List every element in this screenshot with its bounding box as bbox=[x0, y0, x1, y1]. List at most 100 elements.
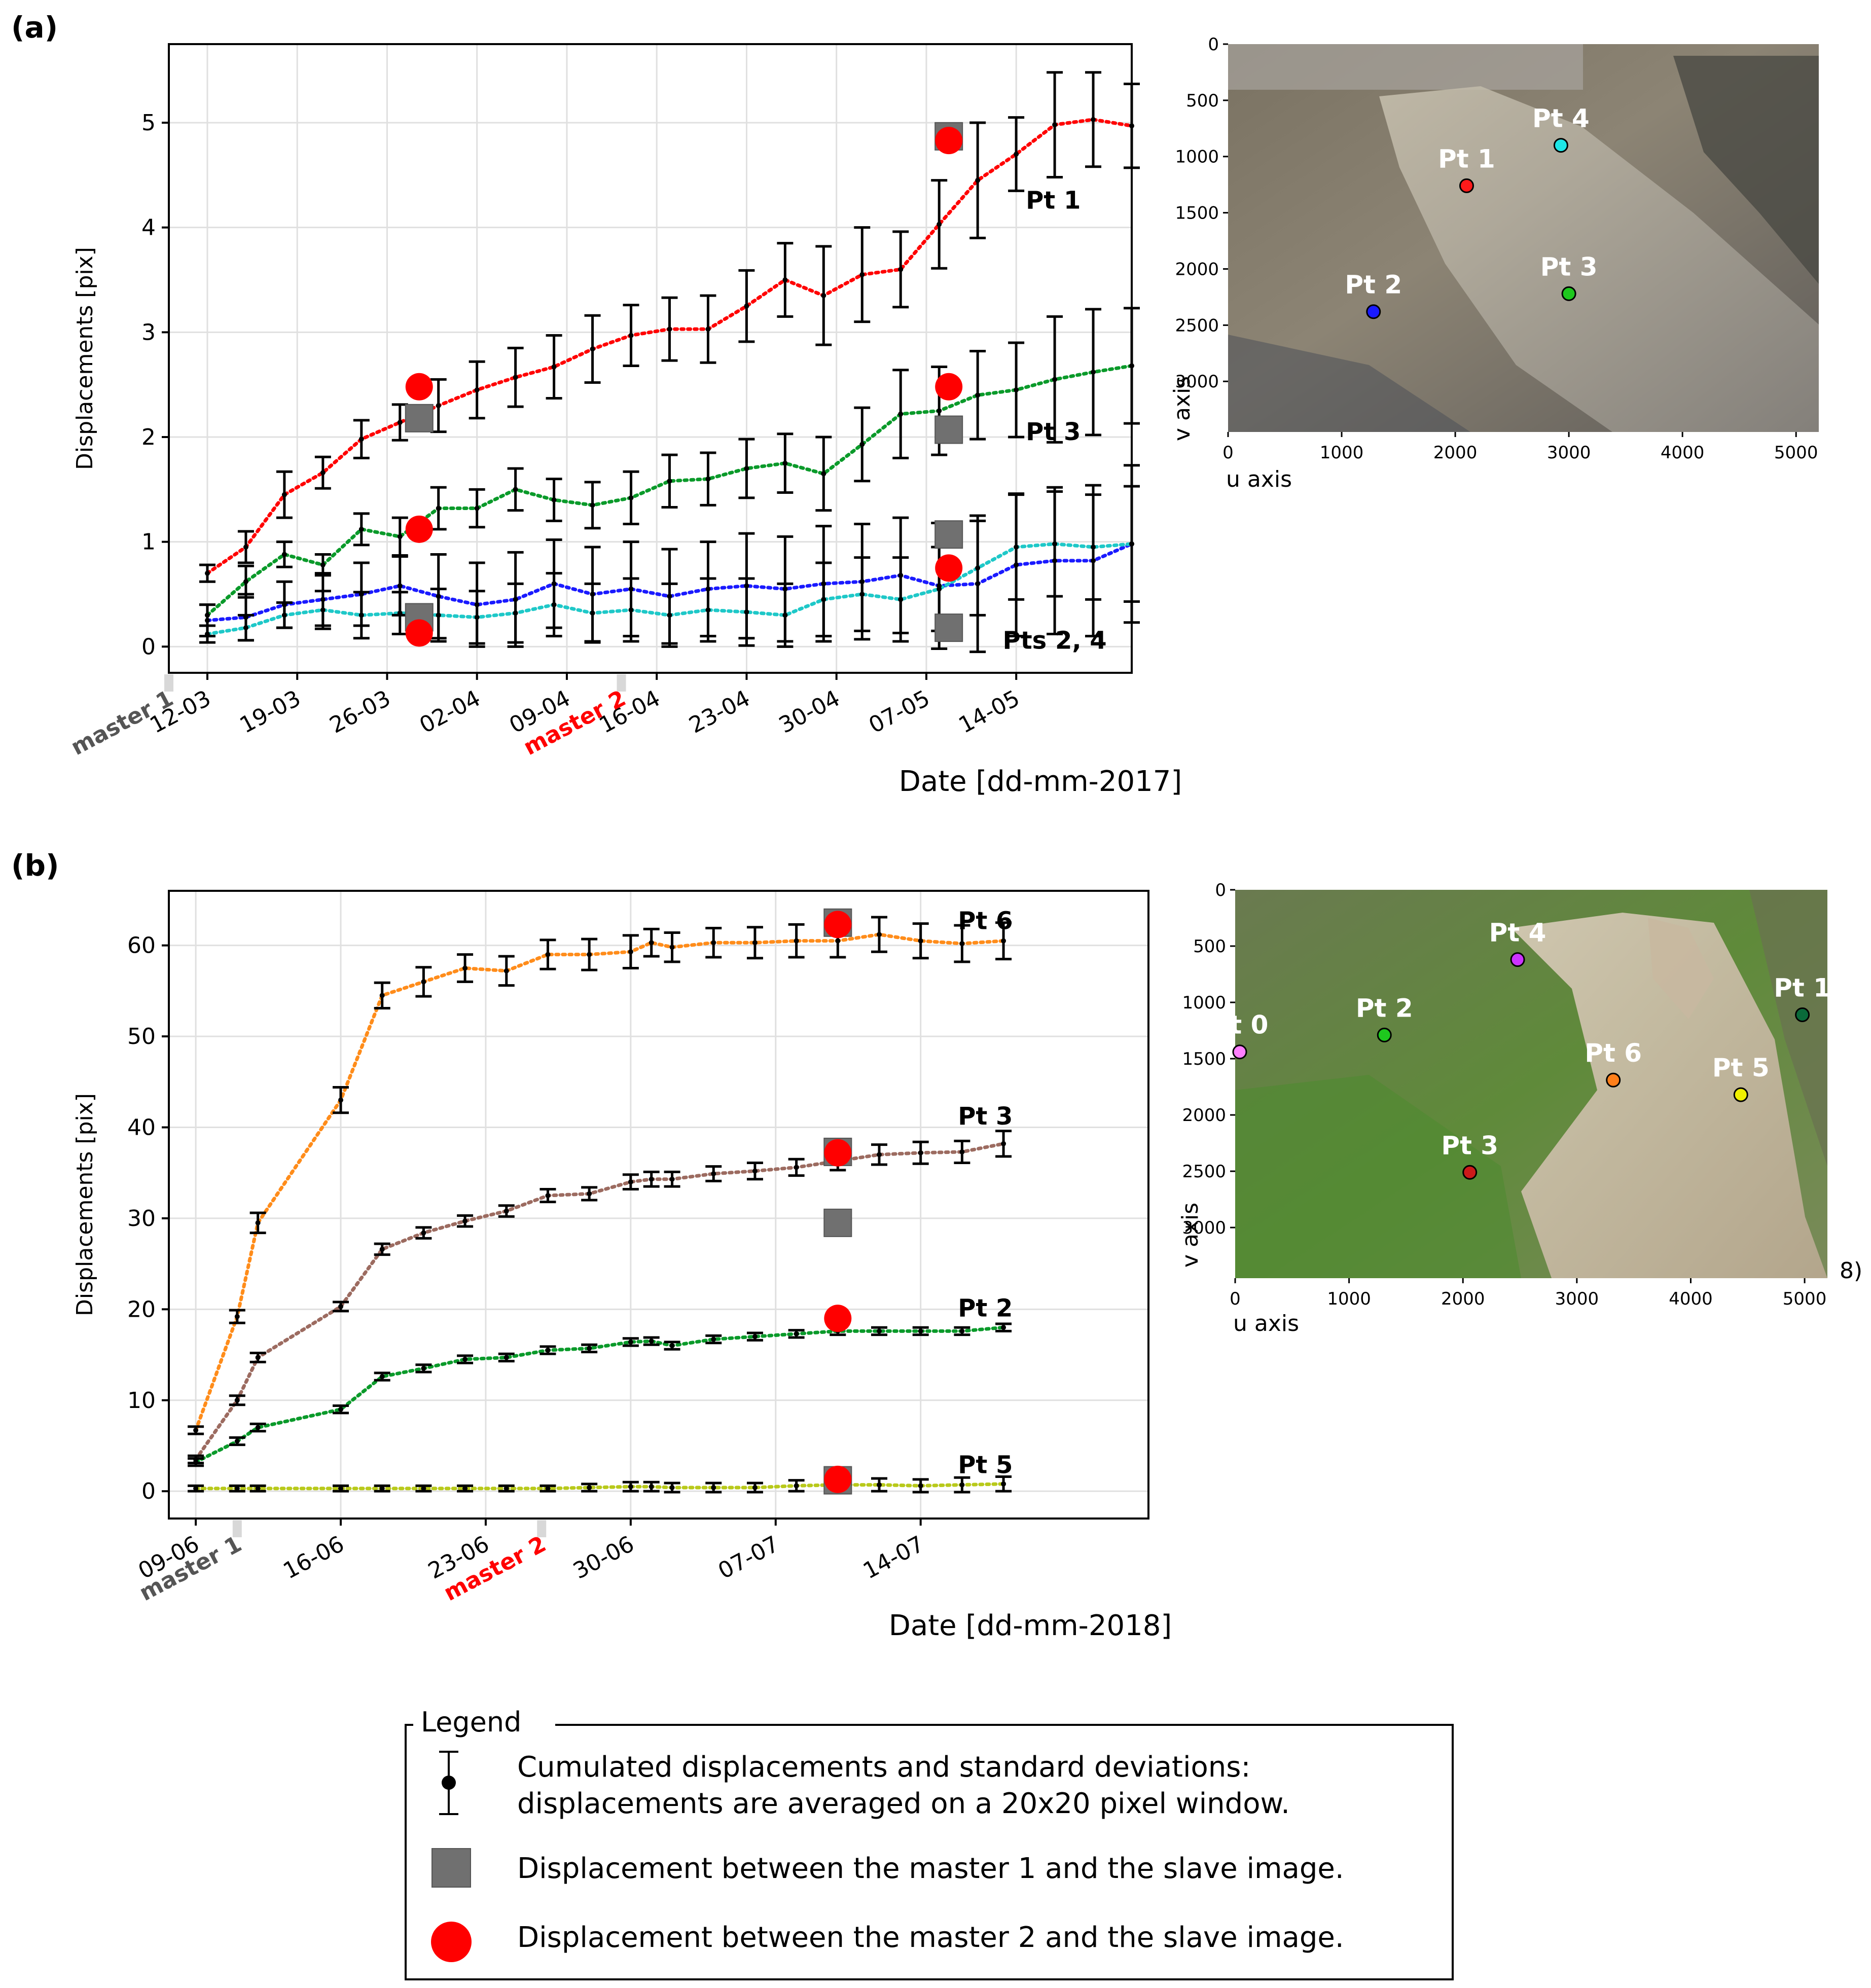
data-point bbox=[918, 1328, 923, 1334]
photo-y-tick-label: 0 bbox=[1215, 880, 1226, 900]
error-bar bbox=[539, 1484, 556, 1493]
data-point bbox=[503, 1208, 509, 1214]
series-label: Pt 2 bbox=[958, 1294, 1013, 1323]
data-point bbox=[649, 940, 654, 946]
photo-x-tick-label: 2000 bbox=[1433, 443, 1478, 463]
data-point bbox=[320, 470, 326, 476]
data-point bbox=[669, 1485, 675, 1490]
error-bar bbox=[995, 921, 1012, 961]
error-bar bbox=[969, 519, 986, 617]
data-point bbox=[877, 1328, 882, 1334]
data-point bbox=[1052, 541, 1058, 547]
data-point bbox=[918, 1483, 923, 1489]
data-point bbox=[503, 968, 509, 973]
error-bar bbox=[507, 467, 524, 512]
error-bar bbox=[457, 953, 474, 983]
data-point bbox=[877, 1152, 882, 1158]
photo-y-tick-label: 2500 bbox=[1175, 315, 1219, 336]
data-point bbox=[918, 938, 923, 944]
photo-a-xlabel: u axis bbox=[1226, 466, 1292, 492]
photo-point-marker bbox=[1462, 1165, 1478, 1180]
series-line-pt-3 bbox=[194, 1142, 1005, 1461]
data-point bbox=[835, 938, 841, 944]
data-point bbox=[320, 607, 326, 612]
error-bar bbox=[1047, 71, 1063, 178]
master2-circle-marker bbox=[405, 515, 433, 543]
photo-point-marker bbox=[1606, 1072, 1621, 1088]
data-point bbox=[503, 1486, 509, 1491]
error-bar bbox=[705, 1334, 722, 1345]
error-bar bbox=[1008, 116, 1025, 192]
photo-b-vegetation-patch bbox=[1235, 1075, 1521, 1278]
photo-b-xlabel: u axis bbox=[1233, 1311, 1299, 1336]
error-bar bbox=[584, 481, 601, 530]
legend-item-errorbar: Cumulated displacements and standard dev… bbox=[439, 1751, 1290, 1820]
photo-point-marker bbox=[1377, 1027, 1392, 1042]
error-bar bbox=[815, 436, 832, 512]
data-point bbox=[204, 570, 210, 576]
data-point bbox=[744, 609, 749, 615]
data-point bbox=[234, 1314, 240, 1319]
y-tick-label: 3 bbox=[141, 319, 156, 345]
error-bar bbox=[664, 931, 680, 963]
error-bar bbox=[954, 924, 970, 963]
error-bar bbox=[854, 406, 871, 483]
data-point bbox=[1014, 545, 1019, 550]
data-point bbox=[397, 420, 403, 425]
legend-errorbar-dot bbox=[442, 1776, 456, 1790]
error-bar bbox=[746, 1481, 763, 1494]
photo-x-tick-label: 0 bbox=[1230, 1289, 1241, 1309]
data-point bbox=[628, 949, 633, 955]
error-bar bbox=[643, 1170, 660, 1188]
error-bar bbox=[457, 1484, 474, 1493]
data-point bbox=[243, 579, 248, 585]
error-bar bbox=[705, 1481, 722, 1494]
error-bar bbox=[661, 453, 678, 509]
error-bar bbox=[333, 1086, 349, 1114]
data-point bbox=[975, 565, 981, 571]
error-bar bbox=[1085, 308, 1102, 437]
data-point bbox=[959, 1149, 965, 1154]
data-point bbox=[744, 466, 749, 471]
data-point bbox=[421, 979, 426, 985]
data-point bbox=[281, 492, 287, 497]
data-point bbox=[462, 1218, 468, 1224]
master-tick-marker bbox=[537, 1520, 547, 1537]
data-point bbox=[234, 1397, 240, 1403]
data-point bbox=[898, 411, 904, 417]
photo-point-marker bbox=[1510, 952, 1525, 967]
error-bar bbox=[954, 1326, 970, 1336]
error-bar bbox=[229, 1436, 245, 1447]
data-point bbox=[358, 612, 364, 618]
error-bar bbox=[1047, 490, 1063, 598]
data-point bbox=[649, 1484, 654, 1490]
master2-circle-marker bbox=[824, 1465, 852, 1493]
data-point bbox=[794, 1165, 799, 1170]
data-point bbox=[590, 610, 595, 616]
error-bar bbox=[623, 577, 639, 643]
error-bar bbox=[237, 530, 254, 564]
error-bar bbox=[415, 1363, 432, 1373]
error-bar bbox=[969, 350, 986, 441]
data-point bbox=[590, 346, 595, 352]
error-bar bbox=[788, 923, 805, 959]
error-bar bbox=[581, 937, 598, 971]
data-point bbox=[587, 1346, 592, 1351]
y-axis-label: Displacements [pix] bbox=[72, 1093, 98, 1316]
error-bar bbox=[584, 582, 601, 644]
data-point bbox=[877, 932, 882, 937]
master1-square-marker bbox=[405, 404, 434, 432]
error-bar bbox=[581, 1483, 598, 1493]
error-bar bbox=[199, 563, 215, 583]
data-point bbox=[587, 1485, 592, 1490]
photo-point-label: Pt 2 bbox=[1345, 270, 1402, 300]
data-point bbox=[959, 1482, 965, 1488]
y-tick-label: 0 bbox=[141, 1478, 156, 1504]
legend-item-errorbar-line1: Cumulated displacements and standard dev… bbox=[517, 1751, 1250, 1784]
photo-y-tick-label: 500 bbox=[1186, 91, 1219, 111]
master-tick-marker bbox=[164, 674, 173, 692]
error-bar bbox=[229, 1484, 245, 1493]
master1-square-marker bbox=[823, 1208, 852, 1237]
data-point bbox=[474, 505, 480, 511]
photo-point-label: Pt 4 bbox=[1489, 918, 1546, 948]
